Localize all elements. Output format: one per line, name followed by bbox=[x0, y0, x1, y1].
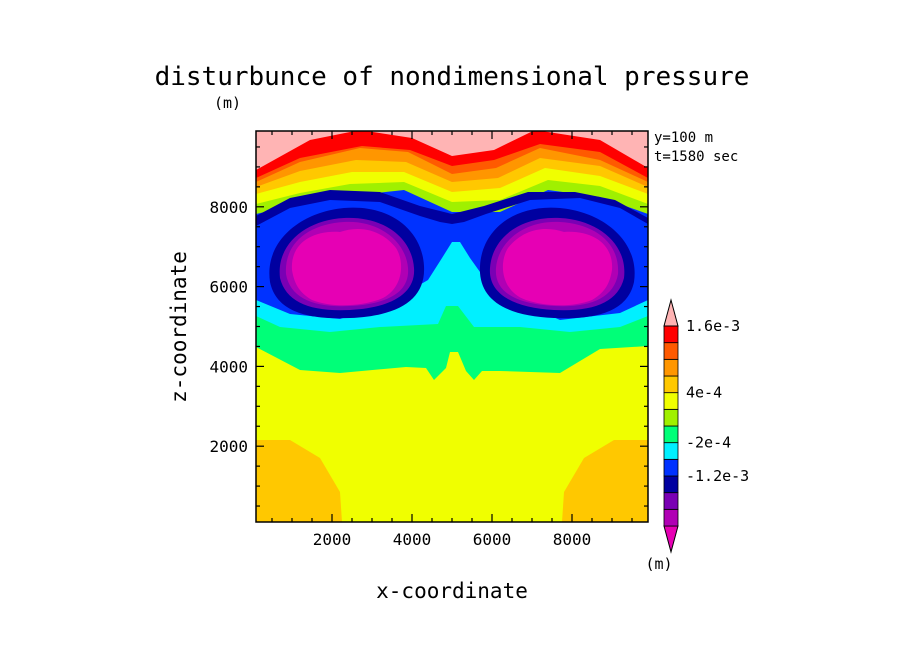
colorbar-arrow-high bbox=[663, 298, 679, 327]
colorbar-swatch bbox=[663, 492, 679, 510]
colorbar-label: -2e-4 bbox=[686, 434, 731, 452]
colorbar-swatch bbox=[663, 442, 679, 460]
annotation-t: t=1580 sec bbox=[654, 149, 738, 165]
band-dark-blue-top bbox=[256, 190, 648, 226]
colorbar-swatch bbox=[663, 458, 679, 477]
colorbar-swatch bbox=[663, 375, 679, 394]
colorbar-swatch bbox=[663, 408, 679, 427]
band-bottom-left-orange bbox=[256, 440, 342, 522]
colorbar-swatch bbox=[663, 508, 679, 527]
y-axis-label: z-coordinate bbox=[167, 251, 191, 403]
colorbar-swatch bbox=[663, 358, 679, 377]
x-tick-label: 4000 bbox=[393, 530, 432, 549]
y-tick-label: 8000 bbox=[209, 198, 248, 217]
x-tick-label: 6000 bbox=[473, 530, 512, 549]
x-tick-label: 8000 bbox=[553, 530, 592, 549]
colorbar-swatch bbox=[663, 325, 679, 344]
y-axis: 2000 4000 6000 8000 bbox=[209, 146, 648, 507]
colorbar-label: 4e-4 bbox=[686, 384, 722, 402]
y-tick-label: 6000 bbox=[209, 278, 248, 297]
vortex-left bbox=[269, 207, 425, 319]
colorbar-label: -1.2e-3 bbox=[686, 467, 749, 485]
colorbar-swatch bbox=[663, 425, 679, 444]
title-unit: (m) bbox=[214, 94, 241, 112]
colorbar-swatch bbox=[663, 475, 679, 494]
chart-title: disturbunce of nondimensional pressure bbox=[155, 62, 750, 92]
colorbar-swatch bbox=[663, 342, 679, 360]
x-axis: 2000 4000 6000 8000 bbox=[271, 131, 633, 549]
colorbar-unit: (m) bbox=[645, 555, 672, 573]
colorbar-arrow-low bbox=[663, 525, 679, 554]
band-pink-top bbox=[256, 131, 648, 170]
annotation-y: y=100 m bbox=[654, 130, 713, 146]
colorbar: -1.2e-3 -2e-4 4e-4 1.6e-3 bbox=[663, 298, 749, 554]
x-tick-label: 2000 bbox=[313, 530, 352, 549]
y-tick-label: 2000 bbox=[209, 437, 248, 456]
contour-field bbox=[256, 131, 648, 522]
vortex-right bbox=[479, 207, 635, 319]
band-bottom-right-orange bbox=[562, 440, 648, 522]
colorbar-label: 1.6e-3 bbox=[686, 317, 740, 335]
y-tick-label: 4000 bbox=[209, 357, 248, 376]
x-axis-label: x-coordinate bbox=[376, 579, 528, 603]
colorbar-swatch bbox=[663, 392, 679, 410]
